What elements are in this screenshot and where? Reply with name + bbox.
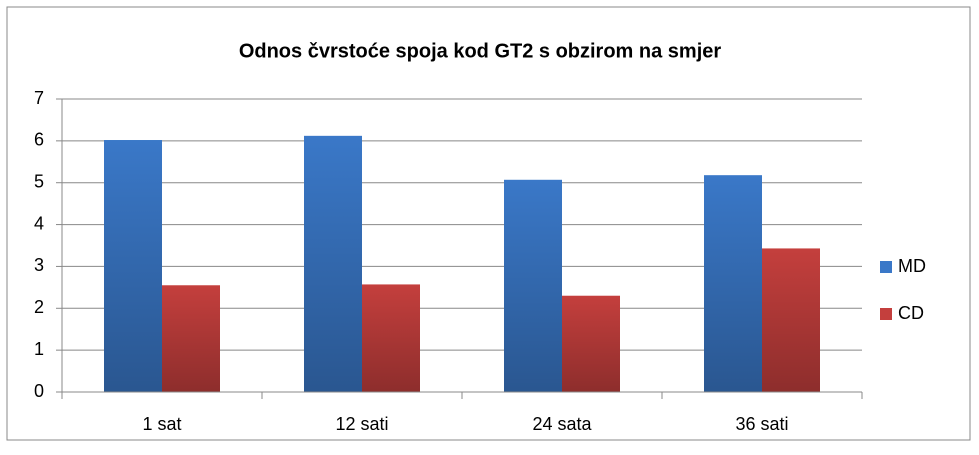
bar-shade — [562, 295, 620, 392]
bar-shade — [762, 248, 820, 392]
y-tick-label: 2 — [34, 297, 44, 317]
legend-label: CD — [898, 303, 924, 323]
y-tick-label: 7 — [34, 88, 44, 108]
y-tick-label: 3 — [34, 255, 44, 275]
y-tick-label: 6 — [34, 130, 44, 150]
bar-shade — [104, 140, 162, 392]
x-tick-label: 1 sat — [142, 414, 181, 434]
legend-label: MD — [898, 256, 926, 276]
bar-shade — [704, 175, 762, 392]
legend-swatch — [880, 261, 892, 273]
bar-shade — [362, 284, 420, 392]
legend-swatch — [880, 308, 892, 320]
bar-shade — [162, 285, 220, 392]
x-tick-label: 36 sati — [735, 414, 788, 434]
y-tick-label: 5 — [34, 171, 44, 191]
bar-shade — [304, 135, 362, 392]
y-tick-label: 0 — [34, 381, 44, 401]
x-tick-label: 12 sati — [335, 414, 388, 434]
y-tick-label: 1 — [34, 339, 44, 359]
chart-title: Odnos čvrstoće spoja kod GT2 s obzirom n… — [239, 40, 722, 62]
bar-shade — [504, 179, 562, 392]
y-tick-label: 4 — [34, 213, 44, 233]
x-tick-label: 24 sata — [532, 414, 592, 434]
